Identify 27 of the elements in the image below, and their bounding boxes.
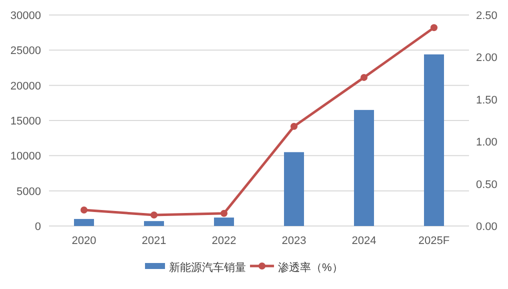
- point: [290, 122, 298, 130]
- point: [80, 206, 88, 214]
- y2-tick-label: 0.50: [476, 178, 498, 191]
- x-tick-label: 2025F: [418, 235, 450, 247]
- y-tick-label: 20000: [10, 80, 41, 92]
- y2-tick-label: 1.00: [476, 136, 498, 149]
- point: [430, 24, 438, 32]
- point: [150, 212, 158, 219]
- point: [360, 74, 368, 81]
- legend-label: 新能源汽车销量: [169, 261, 246, 274]
- x-tick-label: 2024: [352, 235, 376, 247]
- y2-tick-label: 1.50: [476, 94, 498, 106]
- y-tick-label: 30000: [10, 10, 41, 22]
- x-tick-label: 2020: [72, 235, 96, 247]
- x-tick-label: 2021: [142, 235, 166, 247]
- y-tick-label: 15000: [10, 116, 41, 128]
- legend-label: 渗透率（%）: [278, 261, 343, 274]
- y-tick-label: 5000: [16, 186, 41, 198]
- y-tick-label: 10000: [10, 150, 41, 163]
- y-tick-label: 0: [34, 221, 41, 233]
- y2-tick-label: 2.50: [476, 10, 498, 22]
- y-tick-label: 25000: [10, 45, 41, 58]
- x-tick-label: 2023: [282, 235, 306, 247]
- x-tick-label: 2022: [212, 235, 236, 247]
- y2-tick-label: 0.00: [476, 221, 498, 233]
- point: [220, 210, 228, 217]
- y2-tick-label: 2.00: [476, 52, 498, 64]
